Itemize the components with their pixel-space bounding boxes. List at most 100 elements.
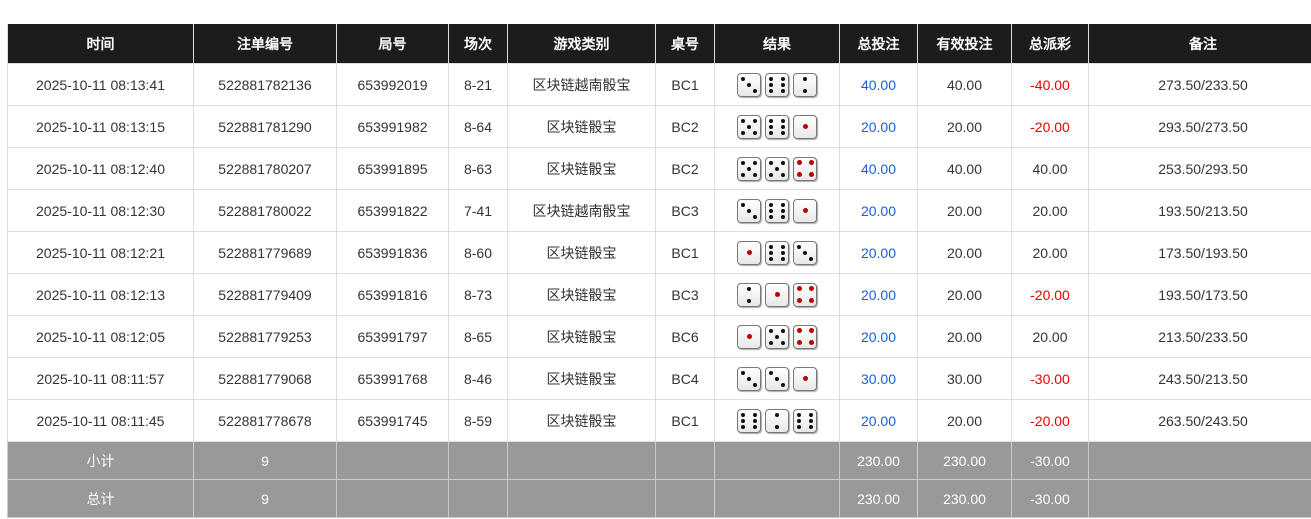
note-cell: 193.50/173.50 [1088,273,1311,316]
dice-5-icon [737,156,761,181]
round-cell: 653991836 [336,231,449,274]
time-cell: 2025-10-11 08:12:13 [7,273,194,316]
payout-cell: 20.00 [1011,189,1089,232]
session-cell: 8-59 [448,399,508,442]
dice-6-icon [765,72,789,97]
payout-cell: 40.00 [1011,147,1089,190]
dice-3-icon [765,366,789,391]
bet-id-cell: 522881780207 [193,147,337,190]
session-cell: 7-41 [448,189,508,232]
dice-2-icon [765,408,789,433]
game-type-cell: 区块链骰宝 [507,399,656,442]
bet-id-cell: 522881779409 [193,273,337,316]
empty-cell [336,441,449,480]
dice-4-icon [793,324,817,349]
table-row: 2025-10-11 08:12:40 522881780207 653991895… [7,147,1311,190]
note-cell: 173.50/193.50 [1088,231,1311,274]
dice-5-icon [765,156,789,181]
time-cell: 2025-10-11 08:13:41 [7,63,194,106]
dice-1-icon [737,324,761,349]
game-type-cell: 区块链越南骰宝 [507,189,656,232]
dice-1-icon [765,282,789,307]
result-cell [714,231,840,274]
table-row: 2025-10-11 08:11:45 522881778678 653991745… [7,399,1311,442]
empty-cell [1088,479,1311,518]
note-cell: 263.50/243.50 [1088,399,1311,442]
table-row: 2025-10-11 08:12:21 522881779689 653991836… [7,231,1311,274]
payout-cell: -40.00 [1011,63,1089,106]
note-cell: 193.50/213.50 [1088,189,1311,232]
empty-cell [655,441,715,480]
empty-cell [448,441,508,480]
time-cell: 2025-10-11 08:11:57 [7,357,194,400]
dice-3-icon [737,72,761,97]
payout-cell: -20.00 [1011,399,1089,442]
table-number-cell: BC2 [655,105,715,148]
column-header: 时间 [7,24,194,64]
game-type-cell: 区块链骰宝 [507,315,656,358]
time-cell: 2025-10-11 08:13:15 [7,105,194,148]
table-header: 时间 注单编号 局号 场次 游戏类别 桌号 结果 总投注 有效投注 总派彩 备注 [7,24,1311,64]
dice-2-icon [793,72,817,97]
note-cell: 273.50/233.50 [1088,63,1311,106]
session-cell: 8-63 [448,147,508,190]
empty-cell [714,441,840,480]
table-number-cell: BC3 [655,273,715,316]
time-cell: 2025-10-11 08:12:30 [7,189,194,232]
table-number-cell: BC4 [655,357,715,400]
total-bet-cell: 40.00 [839,63,918,106]
table-number-cell: BC1 [655,231,715,274]
time-cell: 2025-10-11 08:12:40 [7,147,194,190]
game-type-cell: 区块链骰宝 [507,105,656,148]
summary-valid-bet: 230.00 [917,479,1012,518]
session-cell: 8-64 [448,105,508,148]
result-cell [714,105,840,148]
valid-bet-cell: 20.00 [917,105,1012,148]
table-number-cell: BC1 [655,63,715,106]
column-header: 注单编号 [193,24,337,64]
summary-total-bet: 230.00 [839,441,918,480]
column-header: 游戏类别 [507,24,656,64]
dice-6-icon [765,114,789,139]
empty-cell [507,479,656,518]
dice-3-icon [793,240,817,265]
payout-cell: 20.00 [1011,315,1089,358]
dice-6-icon [737,408,761,433]
column-header: 结果 [714,24,840,64]
game-type-cell: 区块链越南骰宝 [507,63,656,106]
empty-cell [448,479,508,518]
bet-id-cell: 522881780022 [193,189,337,232]
column-header: 总投注 [839,24,918,64]
note-cell: 243.50/213.50 [1088,357,1311,400]
bet-records-table: 时间 注单编号 局号 场次 游戏类别 桌号 结果 总投注 有效投注 总派彩 备注 2025-10-1… [7,24,1311,518]
table-row: 2025-10-11 08:13:15 522881781290 653991982… [7,105,1311,148]
dice-1-icon [737,240,761,265]
dice-1-icon [793,366,817,391]
result-cell [714,63,840,106]
valid-bet-cell: 20.00 [917,273,1012,316]
bet-id-cell: 522881781290 [193,105,337,148]
total-bet-cell: 20.00 [839,189,918,232]
summary-label: 总计 [7,479,194,518]
table-number-cell: BC1 [655,399,715,442]
valid-bet-cell: 30.00 [917,357,1012,400]
game-type-cell: 区块链骰宝 [507,147,656,190]
subtotal-row: 小计 9 230.00 230.00 -30.00 [7,441,1311,480]
note-cell: 213.50/233.50 [1088,315,1311,358]
column-header: 总派彩 [1011,24,1089,64]
table-row: 2025-10-11 08:12:30 522881780022 653991822… [7,189,1311,232]
time-cell: 2025-10-11 08:11:45 [7,399,194,442]
dice-1-icon [793,114,817,139]
table-row: 2025-10-11 08:12:05 522881779253 653991797… [7,315,1311,358]
round-cell: 653991768 [336,357,449,400]
empty-cell [507,441,656,480]
table-row: 2025-10-11 08:11:57 522881779068 653991768… [7,357,1311,400]
round-cell: 653991895 [336,147,449,190]
session-cell: 8-73 [448,273,508,316]
column-header: 桌号 [655,24,715,64]
payout-cell: -30.00 [1011,357,1089,400]
empty-cell [655,479,715,518]
result-cell [714,399,840,442]
note-cell: 253.50/293.50 [1088,147,1311,190]
dice-5-icon [765,324,789,349]
